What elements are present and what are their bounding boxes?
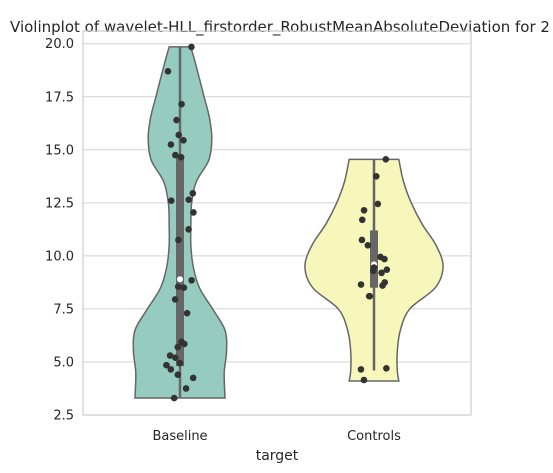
data-point xyxy=(185,226,192,233)
data-point xyxy=(383,266,391,273)
data-point xyxy=(180,136,187,144)
y-tick-label: 2.5 xyxy=(53,409,74,424)
data-point xyxy=(174,283,182,290)
data-point xyxy=(364,241,372,249)
data-point xyxy=(383,365,390,372)
x-tick-labels: Baseline Controls xyxy=(152,429,401,444)
data-point xyxy=(190,209,197,216)
data-point xyxy=(360,206,368,214)
data-point xyxy=(379,282,386,289)
data-point xyxy=(173,116,180,124)
data-point xyxy=(171,296,179,303)
y-tick-label: 12.5 xyxy=(45,196,74,211)
data-point xyxy=(358,236,366,244)
y-tick-label: 15.0 xyxy=(45,143,74,158)
data-point xyxy=(170,394,178,402)
data-point xyxy=(166,352,174,359)
data-point xyxy=(178,100,185,108)
y-tick-label: 7.5 xyxy=(53,302,74,317)
y-tick-label: 10.0 xyxy=(45,249,74,264)
data-point xyxy=(360,376,368,384)
data-point xyxy=(174,343,182,351)
data-point xyxy=(370,267,377,275)
iqr-box-controls xyxy=(370,230,378,288)
data-point xyxy=(188,276,195,284)
data-point xyxy=(167,197,175,205)
strip-points xyxy=(163,43,391,402)
y-tick-label: 20.0 xyxy=(45,37,74,52)
data-point xyxy=(181,340,188,348)
data-point xyxy=(358,216,366,224)
data-point xyxy=(382,156,390,163)
x-axis-label: target xyxy=(256,448,299,464)
data-point xyxy=(381,255,388,263)
data-point xyxy=(357,366,365,373)
data-point xyxy=(189,374,197,382)
data-point xyxy=(373,173,380,180)
data-point xyxy=(188,43,195,51)
data-point xyxy=(174,371,182,378)
iqr-box-baseline xyxy=(176,156,184,367)
data-point xyxy=(164,68,172,75)
data-point xyxy=(163,361,170,369)
data-point xyxy=(182,385,190,392)
data-point xyxy=(167,366,175,373)
data-point xyxy=(185,196,193,203)
y-tick-label: 17.5 xyxy=(45,90,74,105)
plot-frame xyxy=(82,30,472,416)
data-point xyxy=(180,284,188,292)
data-point xyxy=(175,131,183,139)
data-point xyxy=(167,141,175,148)
data-point xyxy=(189,190,197,197)
y-tick-label: 5.0 xyxy=(53,355,74,370)
data-point xyxy=(177,153,185,161)
data-point xyxy=(374,200,382,208)
x-tick-label: Baseline xyxy=(152,429,207,444)
x-tick-label: Controls xyxy=(347,429,401,444)
median-marker-baseline xyxy=(177,276,183,283)
data-point xyxy=(172,151,179,159)
data-point xyxy=(378,269,385,277)
data-point xyxy=(183,309,191,317)
chart-title: Violinplot of wavelet-HLL_firstorder_Rob… xyxy=(10,18,550,37)
data-point xyxy=(172,354,179,362)
y-tick-labels: 2.5 5.0 7.5 10.0 12.5 15.0 17.5 20.0 xyxy=(45,37,74,423)
data-point xyxy=(357,281,365,288)
data-point xyxy=(176,359,184,367)
data-point xyxy=(366,292,374,300)
data-point xyxy=(175,236,182,244)
